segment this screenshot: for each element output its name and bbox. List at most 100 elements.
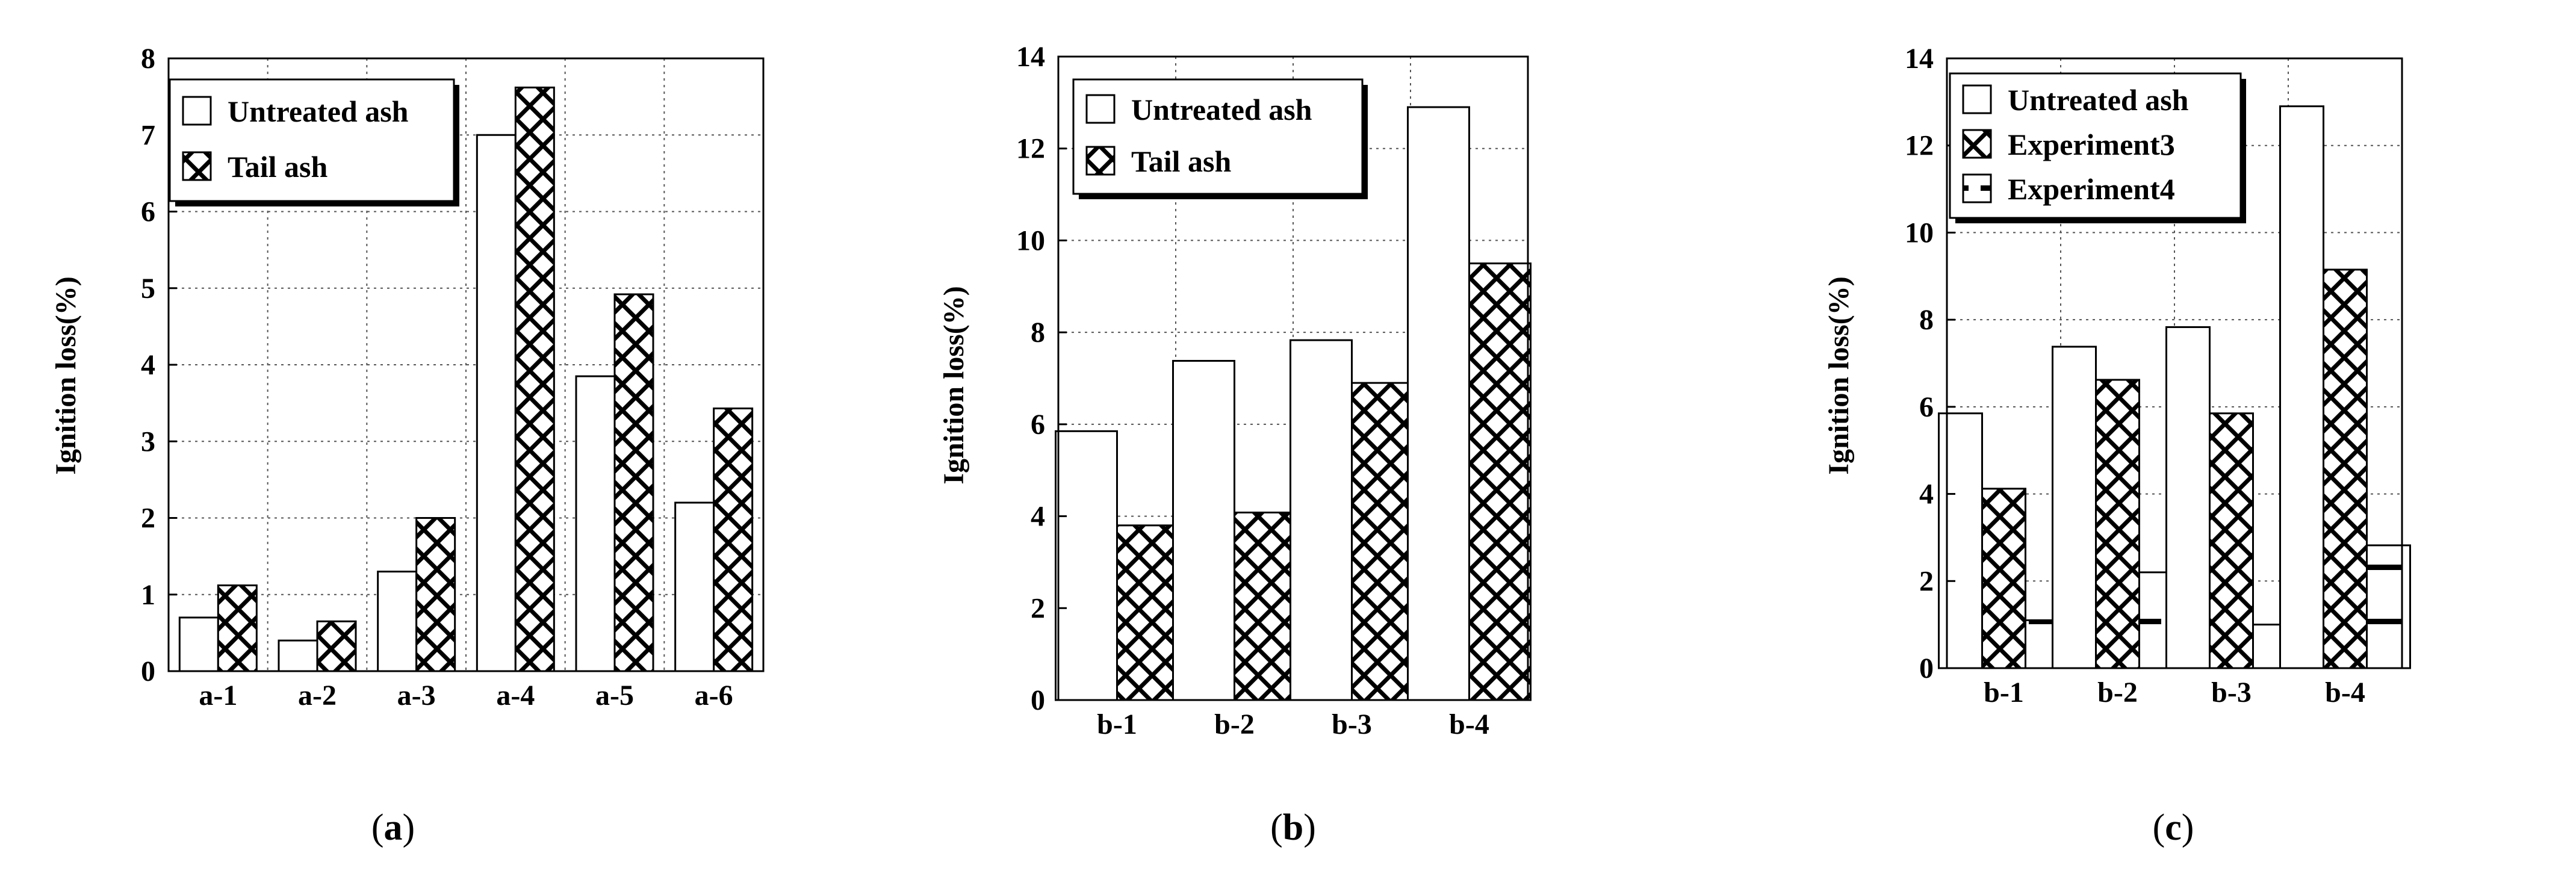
- y-tick-label: 3: [141, 426, 155, 457]
- bar-b-4-experiment3: [2323, 268, 2368, 669]
- legend-label: Experiment3: [2008, 128, 2175, 161]
- panel-b-frame: [1057, 55, 1529, 701]
- x-tick-label: b-2: [2097, 677, 2138, 708]
- panel-a-x-ticks: a-1 a-2 a-3 a-4 a-5 a-6: [199, 680, 733, 711]
- bar-b-2-tail-ash: [1234, 511, 1297, 701]
- y-tick-label: 12: [1905, 130, 1934, 162]
- panel-c-bars: [1938, 105, 2411, 669]
- x-tick-label: b-4: [1449, 708, 1489, 740]
- legend-box: [1072, 78, 1364, 195]
- x-tick-label: b-3: [2211, 677, 2252, 708]
- bar-b-3-tail-ash: [1351, 382, 1414, 701]
- panel-c: 0 2 4 6 8 10 12 14 b-1 b-2 b-3 b-4 Ignition loss(%…: [1823, 43, 2411, 848]
- panel-a-caption: (a): [371, 807, 415, 848]
- y-tick-label: 6: [1031, 409, 1045, 441]
- bar-a-5-untreated-ash: [575, 375, 616, 672]
- bar-b-1-tail-ash: [1116, 524, 1179, 701]
- y-tick-label: 12: [1016, 133, 1045, 165]
- y-tick-label: 14: [1905, 43, 1934, 75]
- legend-swatch: [182, 151, 212, 181]
- legend-swatch: [182, 96, 212, 126]
- panel-b-caption: (b): [1270, 807, 1316, 848]
- panel-a-grid: [169, 58, 763, 671]
- legend-label: Tail ash: [228, 150, 328, 184]
- legend-label: Untreated ash: [1131, 93, 1312, 126]
- bar-b-3-untreated-ash: [2165, 326, 2211, 669]
- bar-b-2-experiment3: [2095, 379, 2140, 669]
- y-tick-label: 10: [1016, 225, 1045, 256]
- x-tick-label: a-2: [298, 680, 337, 711]
- legend-box: [169, 78, 455, 202]
- panel-a-y-axis-label: Ignition loss(%): [50, 276, 82, 474]
- panel-c-y-ticks: 0 2 4 6 8 10 12 14: [1905, 43, 1955, 684]
- panel-a: 0 1 2 3 4 5 6 7 8 a-1 a-2 a-3 a-4 a-5 a-6 Ignition lo…: [50, 43, 765, 848]
- bar-a-2-untreated-ash: [278, 639, 318, 672]
- y-tick-label: 1: [141, 579, 155, 611]
- legend-swatch: [1085, 146, 1116, 176]
- panel-a-y-ticks: 0 1 2 3 4 5 6 7 8: [141, 43, 177, 687]
- panel-b-y-axis-label: Ignition loss(%): [938, 286, 970, 484]
- y-tick-label: 6: [141, 196, 155, 228]
- legend-swatch: [1962, 129, 1992, 159]
- panel-c-caption: (c): [2153, 807, 2194, 848]
- panel-b-y-ticks: 0 2 4 6 8 10 12 14: [1016, 41, 1067, 716]
- panel-b-bars: [1055, 106, 1532, 701]
- bar-b-4-untreated-ash: [2279, 105, 2324, 669]
- bar-b-2-untreated-ash: [2052, 346, 2097, 669]
- panel-b-x-ticks: b-1 b-2 b-3 b-4: [1097, 708, 1489, 740]
- bar-b-1-untreated-ash: [1938, 412, 1983, 669]
- y-tick-label: 8: [1919, 304, 1934, 336]
- legend-label: Untreated ash: [2008, 83, 2189, 117]
- panel-c-x-ticks: b-1 b-2 b-3 b-4: [1984, 677, 2365, 708]
- panel-c-y-axis-label: Ignition loss(%): [1823, 276, 1855, 474]
- y-tick-label: 2: [1031, 592, 1045, 624]
- bar-b-1-experiment3: [1981, 488, 2026, 669]
- y-tick-label: 8: [1031, 317, 1045, 349]
- panel-b-legend: Untreated ash Tail ash: [1072, 78, 1368, 199]
- x-tick-label: a-3: [397, 680, 436, 711]
- bar-b-1-untreated-ash: [1055, 430, 1118, 701]
- x-tick-label: b-4: [2325, 677, 2365, 708]
- x-tick-label: a-6: [695, 680, 733, 711]
- y-tick-label: 4: [1919, 479, 1934, 510]
- x-tick-label: a-4: [496, 680, 535, 711]
- legend-box: [1949, 72, 2242, 219]
- x-tick-label: b-2: [1214, 708, 1255, 740]
- bar-a-3-tail-ash: [415, 517, 456, 672]
- panel-b: 0 2 4 6 8 10 12 14 b-1 b-2 b-3 b-4 Ignition loss(%…: [938, 41, 1532, 848]
- legend-swatch: [1962, 84, 1992, 114]
- y-tick-label: 6: [1919, 391, 1934, 423]
- plot-frame: [1057, 55, 1529, 701]
- bar-a-1-tail-ash: [217, 584, 258, 672]
- bar-b-3-experiment3: [2209, 412, 2254, 669]
- legend-label: Tail ash: [1131, 144, 1232, 178]
- bar-a-4-untreated-ash: [476, 134, 517, 672]
- y-tick-label: 0: [141, 656, 155, 687]
- panel-c-legend: Untreated ash Experiment3 Experiment4: [1949, 72, 2246, 223]
- bar-a-1-untreated-ash: [178, 616, 219, 672]
- x-tick-label: a-1: [199, 680, 237, 711]
- y-tick-label: 4: [1031, 501, 1045, 533]
- bar-b-4-experiment4: [2366, 544, 2411, 669]
- bar-a-2-tail-ash: [316, 620, 357, 672]
- legend-swatch: [1085, 94, 1116, 124]
- y-tick-label: 2: [1919, 565, 1934, 597]
- legend-swatch: [1962, 173, 1992, 203]
- y-tick-label: 7: [141, 119, 155, 151]
- bar-b-2-untreated-ash: [1172, 359, 1235, 701]
- bar-a-3-untreated-ash: [377, 571, 418, 672]
- y-tick-label: 2: [141, 503, 155, 535]
- bar-a-4-tail-ash: [514, 86, 555, 672]
- bar-b-4-untreated-ash: [1407, 106, 1470, 701]
- plot-frame: [1946, 57, 2403, 669]
- x-tick-label: b-1: [1984, 677, 2024, 708]
- y-tick-label: 10: [1905, 217, 1934, 249]
- bar-b-3-untreated-ash: [1290, 339, 1353, 701]
- y-tick-label: 0: [1031, 684, 1045, 716]
- x-tick-label: b-3: [1332, 708, 1372, 740]
- legend-label: Untreated ash: [228, 95, 409, 128]
- bar-b-4-tail-ash: [1468, 262, 1532, 701]
- panel-c-frame: [1946, 57, 2403, 669]
- panel-a-legend: Untreated ash Tail ash: [169, 78, 459, 206]
